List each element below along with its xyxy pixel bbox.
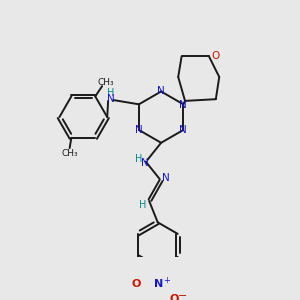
Text: −: − <box>178 291 188 300</box>
Text: N: N <box>161 173 169 183</box>
Text: N: N <box>141 158 149 168</box>
Text: H: H <box>135 154 142 164</box>
Text: N: N <box>107 94 115 104</box>
Text: N: N <box>157 86 165 97</box>
Text: O: O <box>132 279 141 289</box>
Text: +: + <box>163 276 170 285</box>
Text: CH₃: CH₃ <box>61 149 78 158</box>
Text: N: N <box>135 125 143 135</box>
Text: O: O <box>169 294 178 300</box>
Text: H: H <box>139 200 146 210</box>
Text: H: H <box>107 88 114 98</box>
Text: N: N <box>154 279 163 289</box>
Text: N: N <box>179 100 187 110</box>
Text: CH₃: CH₃ <box>97 78 114 87</box>
Text: O: O <box>212 51 220 62</box>
Text: N: N <box>179 125 187 135</box>
